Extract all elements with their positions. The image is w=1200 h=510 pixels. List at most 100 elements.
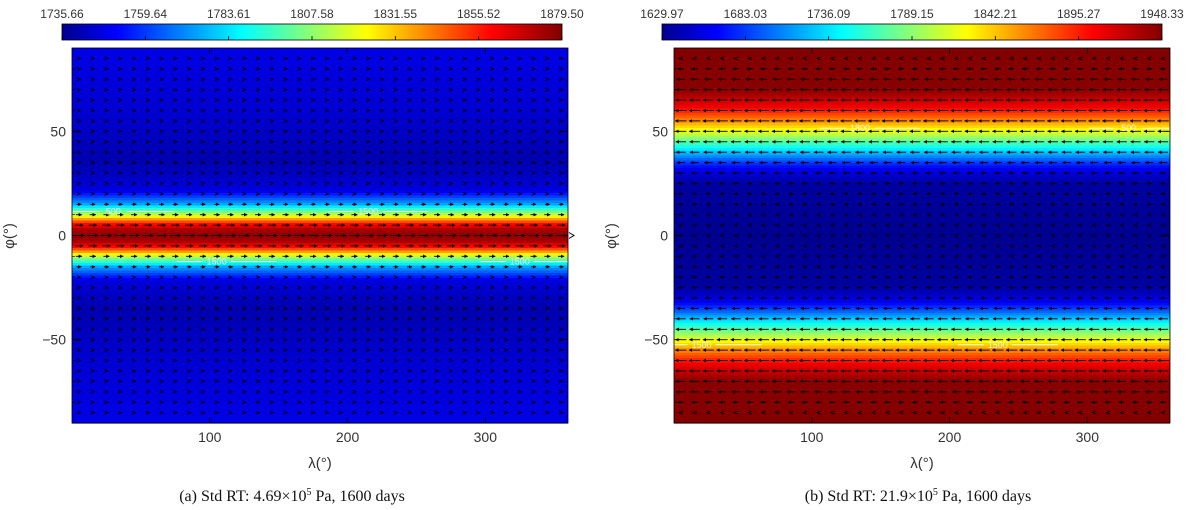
wind-arrow [186, 98, 192, 103]
wind-arrow [503, 77, 509, 82]
caption-a: (a) Std RT: 4.69×105 Pa, 1600 days [179, 487, 405, 505]
wind-arrow [352, 337, 358, 342]
wind-arrow [462, 160, 468, 165]
field-band [72, 418, 568, 422]
wind-arrow [421, 285, 426, 290]
wind-arrow [324, 306, 330, 311]
wind-arrow [118, 139, 123, 144]
wind-arrow [476, 87, 482, 92]
field-band [72, 345, 568, 349]
field-band [72, 340, 568, 344]
wind-arrow [173, 77, 178, 82]
wind-arrow [407, 348, 413, 353]
wind-arrow [558, 358, 564, 363]
field-band [72, 263, 568, 267]
wind-arrow [558, 410, 564, 415]
wind-arrow [503, 181, 509, 186]
wind-arrow [352, 118, 358, 123]
field-band [72, 383, 568, 387]
wind-arrow [283, 327, 289, 332]
wind-arrow [531, 77, 537, 82]
wind-arrow [173, 56, 178, 61]
field-band [72, 55, 568, 59]
wind-arrow [338, 368, 344, 373]
colorbar-tick-label: 1807.58 [290, 7, 334, 21]
wind-arrow [324, 87, 330, 92]
wind-arrow [159, 160, 165, 165]
wind-arrow [434, 368, 440, 373]
wind-arrow [186, 160, 192, 165]
wind-arrow [104, 139, 110, 144]
wind-arrow [159, 129, 165, 134]
wind-arrow [421, 275, 426, 280]
panel-b: 1629.97 1683.03 1736.09 1789.15 1842.21 1895.… [603, 7, 1189, 505]
wind-arrow [283, 191, 289, 196]
wind-arrow [421, 108, 426, 113]
wind-arrow [490, 400, 495, 405]
field-band [72, 138, 568, 142]
field-band [72, 208, 568, 212]
wind-arrow [242, 171, 247, 175]
wind-arrow [393, 171, 399, 175]
wind-arrow [352, 77, 358, 82]
wind-arrow [434, 171, 440, 175]
wind-arrow [76, 368, 82, 373]
field-band [72, 228, 568, 232]
field-band [72, 248, 568, 252]
field-band [72, 143, 568, 147]
wind-arrow [462, 98, 468, 103]
wind-arrow [214, 191, 220, 196]
contour-label: 1500 [988, 340, 1008, 350]
wind-arrow [421, 348, 426, 353]
wind-arrow [352, 368, 358, 373]
wind-arrow [434, 66, 440, 71]
wind-arrow [214, 400, 220, 405]
wind-arrow [407, 400, 413, 405]
wind-arrow [118, 118, 123, 123]
wind-arrow [545, 389, 550, 394]
wind-arrow [297, 98, 302, 103]
wind-arrow [90, 285, 96, 290]
colorbar-tick-label: 1683.03 [724, 7, 768, 21]
wind-arrow [242, 296, 247, 300]
field-band [72, 395, 568, 399]
wind-arrow [393, 108, 399, 113]
wind-arrow [131, 118, 137, 123]
wind-arrow [476, 129, 482, 134]
wind-arrow [448, 316, 454, 321]
wind-arrow [558, 368, 564, 373]
wind-arrow [407, 77, 413, 82]
wind-arrow [407, 139, 413, 144]
wind-arrow [421, 400, 426, 405]
field-band [72, 135, 568, 139]
wind-arrow [338, 306, 344, 311]
wind-arrow [242, 87, 247, 92]
wind-arrow [407, 285, 413, 290]
wind-arrow [421, 98, 426, 103]
wind-arrow [476, 139, 482, 144]
wind-arrow [131, 160, 137, 165]
wind-arrow [517, 77, 523, 82]
wind-arrow [434, 181, 440, 186]
wind-arrow [214, 316, 220, 321]
field-band [72, 273, 568, 277]
wind-arrow [90, 108, 96, 113]
wind-arrow [228, 129, 234, 134]
wind-arrow [76, 77, 82, 82]
field-band [72, 298, 568, 302]
wind-arrow [131, 98, 137, 103]
field-band [72, 188, 568, 192]
wind-arrow [490, 160, 495, 165]
reference-arrow [568, 232, 575, 239]
wind-arrow [558, 150, 564, 155]
wind-arrow [255, 108, 261, 113]
wind-arrow [462, 87, 468, 92]
wind-arrow [338, 77, 344, 82]
wind-arrow [448, 306, 454, 311]
field-band [72, 373, 568, 377]
wind-arrow [421, 327, 426, 332]
wind-arrow [104, 296, 110, 300]
contour-label: 1500 [692, 340, 712, 350]
wind-arrow [490, 306, 495, 311]
y-tick-label: 50 [50, 123, 66, 139]
